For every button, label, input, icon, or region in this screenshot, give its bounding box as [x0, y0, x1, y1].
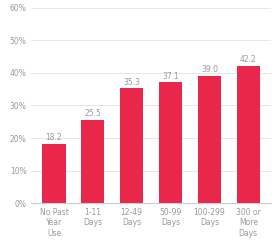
Text: 25.5: 25.5: [84, 109, 101, 118]
Bar: [81, 120, 104, 203]
Text: 42.2: 42.2: [240, 55, 257, 64]
Text: 37.1: 37.1: [162, 72, 179, 81]
Text: 39.0: 39.0: [201, 66, 218, 75]
Bar: [159, 82, 182, 203]
Bar: [236, 66, 260, 203]
Bar: [42, 144, 66, 203]
Bar: [198, 76, 221, 203]
Text: 35.3: 35.3: [123, 77, 140, 87]
Bar: [120, 88, 143, 203]
Text: 18.2: 18.2: [46, 133, 62, 142]
